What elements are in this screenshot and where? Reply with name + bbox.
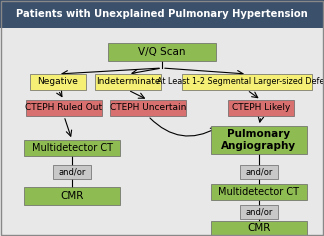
FancyBboxPatch shape (53, 165, 91, 179)
Text: and/or: and/or (245, 207, 273, 216)
FancyBboxPatch shape (95, 74, 161, 90)
FancyBboxPatch shape (211, 126, 307, 154)
FancyBboxPatch shape (211, 184, 307, 200)
FancyBboxPatch shape (0, 0, 324, 28)
Text: Pulmonary
Angiography: Pulmonary Angiography (221, 129, 296, 151)
FancyBboxPatch shape (24, 140, 120, 156)
Text: CTEPH Ruled Out: CTEPH Ruled Out (26, 104, 103, 113)
Text: Multidetector CT: Multidetector CT (218, 187, 299, 197)
Text: Patients with Unexplained Pulmonary Hypertension: Patients with Unexplained Pulmonary Hype… (16, 9, 308, 19)
FancyBboxPatch shape (26, 100, 102, 116)
Text: CTEPH Likely: CTEPH Likely (232, 104, 290, 113)
FancyBboxPatch shape (108, 43, 216, 61)
FancyBboxPatch shape (182, 74, 312, 90)
Text: Multidetector CT: Multidetector CT (31, 143, 112, 153)
FancyBboxPatch shape (240, 165, 278, 179)
Text: and/or: and/or (58, 168, 86, 177)
Text: Indeterminate: Indeterminate (96, 77, 160, 87)
Text: CTEPH Uncertain: CTEPH Uncertain (110, 104, 186, 113)
FancyBboxPatch shape (228, 100, 294, 116)
Text: CMR: CMR (60, 191, 84, 201)
Text: Negative: Negative (38, 77, 78, 87)
FancyBboxPatch shape (24, 187, 120, 205)
FancyBboxPatch shape (30, 74, 86, 90)
FancyBboxPatch shape (240, 205, 278, 219)
Text: CMR: CMR (247, 223, 271, 233)
FancyBboxPatch shape (110, 100, 186, 116)
Text: V/Q Scan: V/Q Scan (138, 47, 186, 57)
Text: and/or: and/or (245, 168, 273, 177)
Text: At Least 1-2 Segmental Larger-sized Defects: At Least 1-2 Segmental Larger-sized Defe… (157, 77, 324, 87)
FancyBboxPatch shape (211, 221, 307, 235)
